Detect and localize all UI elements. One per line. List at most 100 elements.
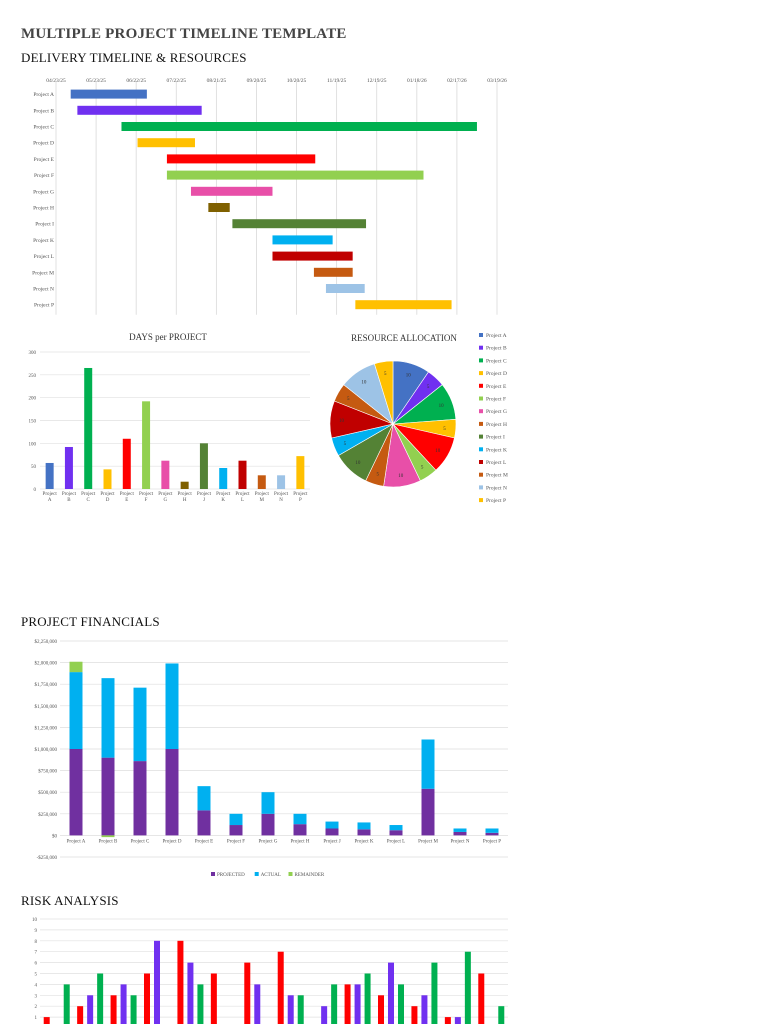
risk-bar	[77, 1006, 84, 1024]
days-x-tick: C	[87, 498, 91, 503]
pie-legend-label: Project H	[486, 422, 507, 428]
days-x-tick: D	[106, 498, 110, 503]
pie-data-label: 10	[398, 474, 404, 479]
fin-y-tick: $500,000	[38, 791, 57, 796]
fin-legend-swatch	[211, 872, 215, 876]
gantt-bar	[313, 267, 353, 277]
gantt-bar	[166, 170, 424, 180]
risk-bar	[398, 984, 404, 1024]
gantt-task-label: Project H	[33, 206, 54, 212]
risk-bar	[388, 962, 394, 1024]
days-x-tick: F	[145, 498, 148, 503]
days-x-tick: Project	[293, 492, 308, 497]
gantt-chart: 04/23/25 05/23/25 06/22/25 07/22/25 08/21/25…	[32, 78, 507, 315]
pie-legend-swatch	[479, 383, 483, 388]
days-chart-title: DAYS per PROJECT	[129, 332, 207, 342]
days-y-tick: 150	[29, 420, 37, 425]
fin-bar-segment	[421, 788, 435, 836]
pie-chart-title: RESOURCE ALLOCATION	[351, 333, 457, 343]
pie-data-label: 5	[344, 442, 347, 447]
pie-legend-label: Project A	[486, 333, 507, 339]
days-x-tick: H	[183, 498, 187, 503]
risk-bar	[244, 962, 251, 1024]
fin-y-tick: $2,250,000	[35, 640, 58, 645]
pie-legend-label: Project P	[486, 498, 506, 504]
gantt-tick-label: 03/19/26	[487, 78, 507, 84]
gantt-bar	[272, 251, 353, 261]
fin-bar-segment	[69, 749, 83, 836]
pie-legend-swatch	[479, 460, 483, 464]
risk-y-tick: 2	[35, 1005, 38, 1010]
fin-x-tick: Project L	[387, 839, 405, 844]
section-title-financials: PROJECT FINANCIALS	[21, 614, 160, 629]
pie-legend-label: Project K	[486, 447, 507, 453]
risk-bar	[110, 995, 117, 1024]
fin-bar-segment	[261, 813, 275, 836]
fin-bar-segment	[389, 825, 403, 831]
gantt-task-label: Project I	[35, 222, 54, 228]
fin-bar-segment	[325, 821, 339, 829]
fin-x-tick: Project N	[450, 839, 469, 844]
days-bar	[64, 446, 73, 489]
days-x-tick: N	[279, 498, 283, 503]
pie-legend-label: Project M	[486, 473, 508, 479]
days-bar	[199, 443, 208, 489]
days-x-tick: L	[241, 498, 244, 503]
gantt-tick-label: 11/19/25	[327, 78, 347, 84]
pie-legend-swatch	[479, 396, 483, 401]
pie-legend-label: Project D	[486, 371, 507, 377]
gantt-task-label: Project D	[33, 141, 54, 147]
gantt-bar	[137, 138, 195, 148]
resource-pie-chart: RESOURCE ALLOCATION 10 5 10 5 10 5 10 5 10 5 10 5 10 5…	[329, 333, 508, 504]
fin-x-tick: Project B	[99, 839, 118, 844]
fin-legend-swatch	[288, 872, 293, 876]
fin-bar-segment	[69, 672, 83, 749]
fin-x-tick: Project M	[418, 839, 438, 844]
fin-bar-segment	[101, 757, 115, 836]
risk-bar	[478, 973, 485, 1024]
fin-bar-segment	[453, 828, 467, 832]
risk-bar	[364, 973, 371, 1024]
days-bar	[161, 460, 170, 489]
pie-legend-label: Project I	[486, 435, 505, 441]
days-x-tick: Project	[274, 492, 289, 497]
days-bar	[180, 481, 189, 489]
fin-y-tick: $250,000	[38, 813, 57, 818]
pie-legend-swatch	[479, 333, 483, 337]
risk-y-tick: 4	[35, 983, 38, 988]
fin-bar-segment	[229, 813, 243, 826]
risk-y-tick: 6	[35, 962, 38, 967]
gantt-tick-label: 12/19/25	[367, 78, 387, 84]
fin-y-tick: $1,250,000	[35, 726, 58, 731]
gantt-task-label: Project E	[34, 157, 55, 163]
risk-bar	[254, 984, 261, 1024]
fin-y-tick: $0	[52, 834, 58, 839]
fin-x-tick: Project D	[162, 839, 181, 844]
gantt-bar	[232, 219, 367, 229]
fin-bar-segment	[165, 749, 179, 836]
pie-legend-swatch	[479, 409, 483, 414]
days-x-tick: E	[125, 498, 128, 503]
days-x-tick: Project	[216, 492, 231, 497]
risk-bar	[63, 984, 70, 1024]
fin-bar-segment	[357, 822, 371, 830]
risk-bar	[177, 940, 184, 1024]
fin-x-tick: Project G	[258, 839, 277, 844]
pie-data-label: 10	[339, 419, 345, 424]
fin-bar-segment	[389, 830, 403, 836]
gantt-tick-label: 04/23/25	[46, 78, 66, 84]
risk-bar	[187, 962, 194, 1024]
risk-y-tick: 8	[35, 940, 38, 945]
gantt-tick-label: 09/20/25	[247, 78, 267, 84]
days-bar	[142, 401, 151, 489]
days-x-tick: Project	[62, 492, 77, 497]
pie-legend-swatch	[479, 345, 483, 350]
section-title-risk: RISK ANALYSIS	[21, 893, 119, 908]
risk-bar	[130, 995, 137, 1024]
risk-bar	[498, 1006, 505, 1024]
risk-bar	[154, 940, 160, 1024]
fin-bar-segment	[357, 829, 371, 836]
gantt-task-label: Project K	[33, 238, 54, 244]
pie-data-label: 5	[421, 466, 424, 471]
fin-x-tick: Project A	[67, 839, 86, 844]
